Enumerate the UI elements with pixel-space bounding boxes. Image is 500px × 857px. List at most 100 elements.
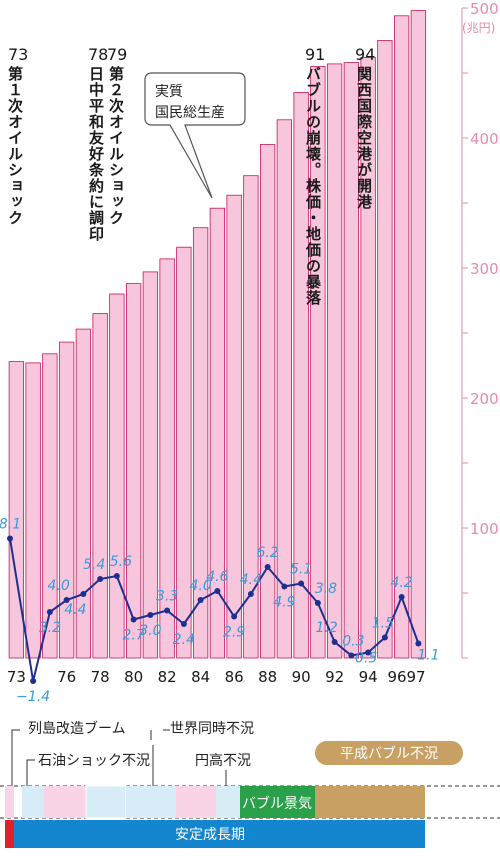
x-tick-97: 97 [406, 668, 425, 686]
bar-1980 [125, 283, 142, 659]
y-tick-label-300: 300 [470, 260, 499, 278]
growth-point-1981 [147, 612, 154, 618]
growth-label-1974: −1.4 [16, 689, 50, 705]
bar-1995 [377, 40, 393, 659]
growth-point-1986 [231, 613, 238, 620]
bar-1986 [226, 194, 242, 659]
growth-label-1995: 1.5 [372, 616, 394, 632]
label-sekai: 世界同時不況 [170, 721, 254, 737]
y-tick-label-400: 400 [470, 130, 499, 148]
growth-label-1981: 3.0 [139, 623, 161, 639]
growth-point-1973 [7, 535, 13, 542]
x-tick-labels: 73 76 78 80 82 84 86 88 90 92 94 96 97 [7, 668, 426, 686]
growth-label-1978: 5.4 [83, 557, 105, 573]
x-tick-82: 82 [158, 668, 177, 686]
growth-point-1996 [398, 594, 405, 600]
growth-label-1982: 3.3 [156, 589, 178, 605]
y-tick-label-100: 100 [470, 520, 499, 538]
x-tick-92: 92 [325, 668, 344, 686]
growth-point-1984 [197, 597, 204, 603]
growth-label-1991: 3.8 [315, 581, 337, 597]
callout-line1: 実質 [155, 84, 183, 100]
growth-label-1992: 1.2 [315, 620, 337, 636]
x-tick-76: 76 [57, 668, 76, 686]
growth-label-1983: 2.4 [173, 632, 195, 648]
bar-1994 [360, 57, 376, 659]
growth-label-1984: 4.0 [189, 578, 211, 594]
bar-1992 [326, 63, 343, 659]
bar-1985 [209, 207, 226, 659]
label-heisei: 平成バブル不況 [340, 745, 438, 762]
event-text-78: 日中平和友好条約に調印 [87, 66, 105, 242]
heisei-badge [315, 741, 463, 765]
bar-1982 [159, 258, 175, 659]
event-text-91: バブルの崩壊。株価・地価の暴落 [304, 66, 322, 306]
growth-label-1989: 4.9 [273, 595, 295, 611]
growth-label-1993: 0.3 [342, 634, 364, 650]
bar-1991 [310, 66, 326, 659]
label-sekiyu: 石油ショック不況 [38, 753, 150, 769]
growth-label-1973: 8.1 [0, 517, 21, 533]
event-year-79: 79 [107, 45, 128, 64]
callout-line2: 国民総生産 [155, 105, 225, 121]
bar-1977 [75, 328, 92, 659]
growth-label-1975: 3.2 [39, 620, 61, 636]
label-bubble: バブル景気 [242, 795, 312, 812]
growth-label-1997: 1.1 [417, 648, 439, 664]
bar-1979 [109, 293, 125, 659]
bar-1988 [259, 144, 276, 659]
bar-1975 [42, 353, 58, 659]
event-text-73: 第１次オイルショック [6, 66, 24, 226]
event-text-79: 第２次オイルショック [107, 66, 125, 226]
y-axis: 100 200 300 400 500 (兆円) [461, 0, 499, 659]
bar-1996 [393, 15, 410, 659]
bar-1997 [410, 10, 427, 659]
growth-point-1979 [113, 573, 120, 579]
growth-point-1985 [214, 588, 221, 594]
x-tick-88: 88 [258, 668, 277, 686]
event-year-73: 73 [8, 45, 29, 64]
label-endaka: 円高不況 [195, 752, 251, 769]
growth-point-1987 [247, 591, 254, 597]
bar-1978 [92, 313, 108, 659]
bar-1981 [142, 271, 159, 659]
x-tick-86: 86 [225, 668, 244, 686]
growth-point-1995 [381, 634, 388, 641]
bar-1987 [243, 175, 259, 659]
bar-1990 [293, 92, 309, 659]
x-tick-96: 96 [387, 668, 406, 686]
growth-point-1974 [30, 678, 37, 684]
growth-point-1992 [331, 639, 338, 645]
y-tick-label-500: 500 [470, 0, 499, 18]
label-antei: 安定成長期 [175, 827, 245, 843]
growth-point-1997 [415, 640, 422, 647]
growth-point-1975 [46, 609, 53, 615]
growth-point-1980 [130, 616, 137, 623]
label-rettou: 列島改造ブーム [28, 720, 126, 737]
x-tick-73: 73 [7, 668, 26, 686]
y-unit: (兆円) [462, 21, 495, 35]
growth-point-1993 [348, 652, 355, 659]
event-year-94: 94 [355, 45, 376, 64]
growth-label-1988: 6.2 [256, 545, 278, 561]
growth-label-1976: 4.0 [47, 578, 69, 594]
growth-label-1977: 4.4 [64, 602, 86, 618]
bar-1974 [25, 362, 41, 659]
bar-1983 [176, 246, 192, 659]
bar-1984 [192, 227, 209, 659]
growth-label-1979: 5.6 [110, 554, 132, 570]
callout-gnp: 実質 国民総生産 [144, 72, 246, 199]
x-tick-80: 80 [124, 668, 143, 686]
growth-point-1982 [164, 607, 171, 614]
growth-point-1990 [298, 580, 305, 587]
y-tick-label-200: 200 [470, 390, 499, 408]
x-tick-78: 78 [91, 668, 110, 686]
growth-point-1988 [264, 564, 271, 570]
bars-layer [8, 10, 427, 659]
growth-point-1976 [63, 597, 70, 603]
growth-label-1980: 2.7 [122, 628, 144, 644]
growth-point-1983 [180, 621, 187, 627]
growth-point-1989 [281, 583, 288, 590]
event-year-78: 78 [88, 45, 109, 64]
